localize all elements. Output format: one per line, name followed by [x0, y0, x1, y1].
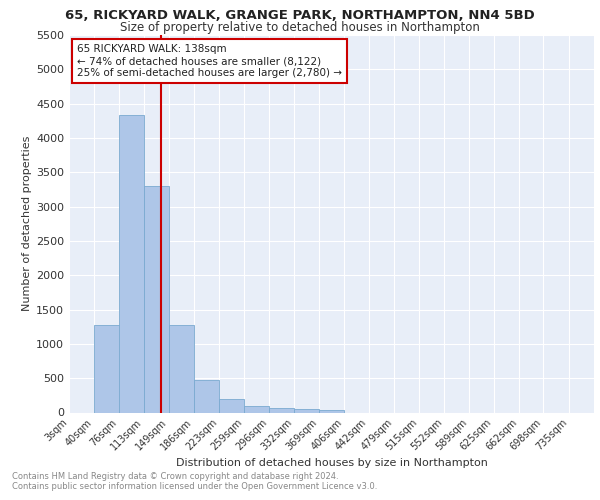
- Text: Size of property relative to detached houses in Northampton: Size of property relative to detached ho…: [120, 21, 480, 34]
- Text: 65 RICKYARD WALK: 138sqm
← 74% of detached houses are smaller (8,122)
25% of sem: 65 RICKYARD WALK: 138sqm ← 74% of detach…: [77, 44, 342, 78]
- Bar: [94, 326, 119, 412]
- Text: Contains HM Land Registry data © Crown copyright and database right 2024.: Contains HM Land Registry data © Crown c…: [12, 472, 338, 481]
- Bar: [119, 116, 144, 412]
- Bar: [269, 408, 294, 412]
- X-axis label: Distribution of detached houses by size in Northampton: Distribution of detached houses by size …: [176, 458, 487, 468]
- Bar: [169, 324, 194, 412]
- Y-axis label: Number of detached properties: Number of detached properties: [22, 136, 32, 312]
- Bar: [244, 406, 269, 412]
- Bar: [293, 410, 319, 412]
- Bar: [219, 399, 244, 412]
- Bar: [194, 380, 219, 412]
- Text: 65, RICKYARD WALK, GRANGE PARK, NORTHAMPTON, NN4 5BD: 65, RICKYARD WALK, GRANGE PARK, NORTHAMP…: [65, 9, 535, 22]
- Text: Contains public sector information licensed under the Open Government Licence v3: Contains public sector information licen…: [12, 482, 377, 491]
- Bar: [319, 410, 344, 412]
- Bar: [144, 186, 169, 412]
